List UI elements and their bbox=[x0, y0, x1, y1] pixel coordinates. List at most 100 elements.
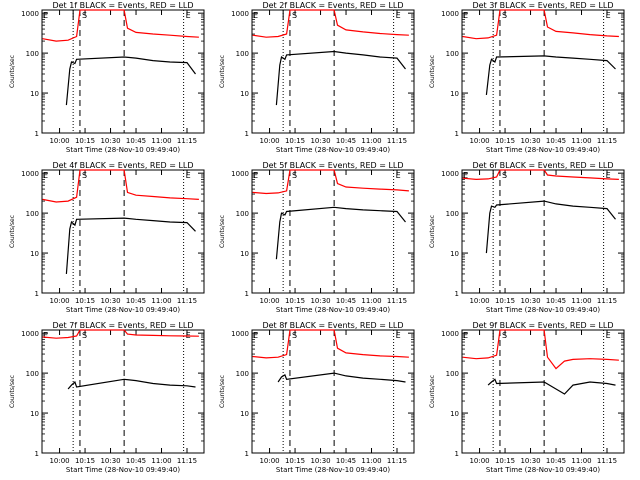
y-tick-label: 1 bbox=[455, 290, 459, 298]
x-tick-label: 10:15 bbox=[495, 137, 515, 145]
x-tick-label: 11:15 bbox=[177, 297, 197, 305]
x-tick-label: 10:30 bbox=[520, 297, 540, 305]
y-tick-label: 100 bbox=[236, 370, 249, 378]
y-tick-label: 1000 bbox=[231, 330, 249, 338]
series-line bbox=[252, 9, 409, 38]
marker-label: S bbox=[292, 331, 297, 340]
y-tick-label: 10 bbox=[30, 250, 39, 258]
series-line bbox=[485, 55, 616, 95]
marker-label: E bbox=[43, 331, 48, 340]
y-tick-label: 1000 bbox=[231, 170, 249, 178]
x-axis-label: Start Time (28-Nov-10 09:49:40) bbox=[486, 306, 600, 314]
x-tick-label: 10:30 bbox=[310, 137, 330, 145]
chart-title: Det 1f BLACK = Events, RED = LLD bbox=[52, 1, 193, 10]
detector-chart: Det 9f BLACK = Events, RED = LLD 1 10 100 10… bbox=[429, 321, 625, 474]
plot-frame bbox=[461, 329, 625, 454]
x-axis-label: Start Time (28-Nov-10 09:49:40) bbox=[276, 306, 390, 314]
x-tick-label: 10:45 bbox=[126, 457, 146, 465]
y-tick-label: 100 bbox=[236, 210, 249, 218]
x-tick-label: 11:15 bbox=[597, 457, 617, 465]
x-tick-label: 11:00 bbox=[361, 457, 381, 465]
detector-chart: Det 8f BLACK = Events, RED = LLD 1 10 100 10… bbox=[219, 321, 415, 474]
y-tick-label: 10 bbox=[240, 90, 249, 98]
marker-label: E bbox=[606, 331, 611, 340]
x-tick-label: 11:00 bbox=[361, 297, 381, 305]
series-line bbox=[462, 169, 619, 181]
x-axis-label: Start Time (28-Nov-10 09:49:40) bbox=[66, 146, 180, 154]
x-tick-label: 10:30 bbox=[310, 297, 330, 305]
y-tick-label: 1 bbox=[35, 290, 39, 298]
marker-label: E bbox=[186, 11, 191, 20]
x-tick-label: 10:00 bbox=[259, 137, 279, 145]
marker-label: S bbox=[82, 11, 87, 20]
marker-label: E bbox=[396, 331, 401, 340]
y-tick-label: 10 bbox=[30, 410, 39, 418]
y-axis-label: Counts/sec bbox=[219, 215, 226, 248]
y-tick-label: 100 bbox=[26, 50, 39, 58]
y-axis-label: Counts/sec bbox=[9, 375, 16, 408]
chart-title: Det 4f BLACK = Events, RED = LLD bbox=[52, 161, 193, 170]
y-tick-label: 1 bbox=[35, 130, 39, 138]
x-tick-label: 10:00 bbox=[469, 137, 489, 145]
marker-label: E bbox=[253, 331, 258, 340]
series-line bbox=[485, 200, 616, 254]
x-tick-label: 10:30 bbox=[520, 457, 540, 465]
x-tick-label: 10:15 bbox=[75, 297, 95, 305]
detector-chart: Det 4f BLACK = Events, RED = LLD 1 10 100 10… bbox=[9, 161, 205, 314]
marker-label: S bbox=[502, 11, 507, 20]
x-tick-label: 11:15 bbox=[177, 457, 197, 465]
series-line bbox=[42, 329, 199, 339]
y-tick-label: 1 bbox=[245, 130, 249, 138]
y-tick-label: 1000 bbox=[21, 10, 39, 18]
marker-label: E bbox=[186, 171, 191, 180]
y-tick-label: 1000 bbox=[441, 330, 459, 338]
marker-label: E bbox=[43, 171, 48, 180]
y-tick-label: 100 bbox=[236, 50, 249, 58]
x-axis-label: Start Time (28-Nov-10 09:49:40) bbox=[66, 466, 180, 474]
plot-frame bbox=[461, 9, 625, 134]
detector-chart: Det 3f BLACK = Events, RED = LLD 1 10 100 10… bbox=[429, 1, 625, 154]
x-axis-label: Start Time (28-Nov-10 09:49:40) bbox=[486, 146, 600, 154]
marker-label: S bbox=[502, 171, 507, 180]
x-tick-label: 11:15 bbox=[177, 137, 197, 145]
series-line bbox=[252, 169, 409, 195]
chart-title: Det 9f BLACK = Events, RED = LLD bbox=[472, 321, 613, 330]
series-line bbox=[462, 9, 619, 40]
y-tick-label: 1000 bbox=[231, 10, 249, 18]
x-tick-label: 10:15 bbox=[75, 137, 95, 145]
x-tick-label: 10:45 bbox=[546, 457, 566, 465]
x-tick-label: 10:00 bbox=[469, 297, 489, 305]
x-tick-label: 11:00 bbox=[571, 297, 591, 305]
series-line bbox=[275, 206, 406, 260]
y-tick-label: 1000 bbox=[21, 330, 39, 338]
marker-label: E bbox=[463, 171, 468, 180]
y-tick-label: 100 bbox=[26, 210, 39, 218]
x-tick-label: 10:30 bbox=[520, 137, 540, 145]
series-line bbox=[65, 217, 196, 274]
plot-frame bbox=[251, 169, 415, 294]
x-tick-label: 11:15 bbox=[597, 297, 617, 305]
plot-frame bbox=[41, 169, 205, 294]
x-tick-label: 10:00 bbox=[49, 457, 69, 465]
chart-title: Det 3f BLACK = Events, RED = LLD bbox=[472, 1, 613, 10]
x-tick-label: 11:00 bbox=[151, 297, 171, 305]
x-tick-label: 10:45 bbox=[336, 457, 356, 465]
x-tick-label: 10:30 bbox=[100, 137, 120, 145]
x-tick-label: 11:00 bbox=[361, 137, 381, 145]
marker-label: E bbox=[606, 11, 611, 20]
y-axis-label: Counts/sec bbox=[9, 55, 16, 88]
y-tick-label: 10 bbox=[450, 250, 459, 258]
series-line bbox=[65, 56, 196, 106]
series-line bbox=[277, 372, 406, 383]
x-tick-label: 10:00 bbox=[49, 137, 69, 145]
x-tick-label: 10:15 bbox=[495, 297, 515, 305]
marker-label: E bbox=[253, 11, 258, 20]
y-tick-label: 10 bbox=[450, 90, 459, 98]
x-axis-label: Start Time (28-Nov-10 09:49:40) bbox=[66, 306, 180, 314]
marker-label: E bbox=[396, 11, 401, 20]
x-tick-label: 10:00 bbox=[469, 457, 489, 465]
series-line bbox=[67, 378, 196, 390]
y-tick-label: 10 bbox=[240, 410, 249, 418]
marker-label: E bbox=[463, 11, 468, 20]
series-line bbox=[42, 9, 199, 42]
